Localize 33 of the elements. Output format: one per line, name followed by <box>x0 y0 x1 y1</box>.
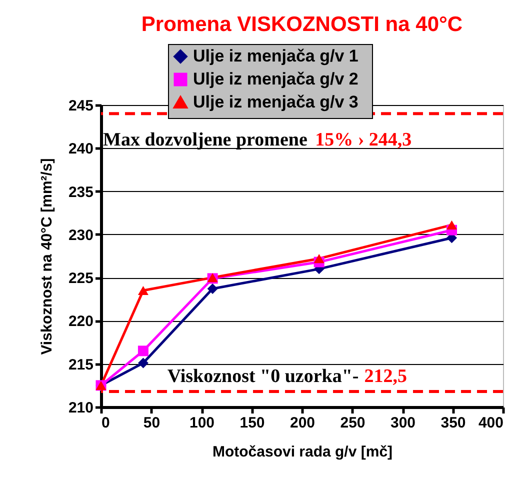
y-tick-label: 225 <box>68 270 94 288</box>
x-axis-title: Motočasovi rada g/v [mč] <box>212 444 393 460</box>
y-tick-label: 240 <box>68 140 94 158</box>
y-tick-label: 210 <box>68 400 94 416</box>
x-tick-label: 100 <box>189 414 215 432</box>
point <box>138 346 148 356</box>
legend-label: Ulje iz menjača g/v 3 <box>193 92 358 112</box>
x-tick-label: 350 <box>440 414 466 432</box>
y-tick-label: 230 <box>68 226 94 244</box>
x-tick-label: 50 <box>143 414 160 432</box>
y-axis-title: Viskoznost na 40°C [mm²/s] <box>38 158 56 355</box>
legend-label: Ulje iz menjača g/v 1 <box>193 46 358 66</box>
point <box>446 220 457 230</box>
x-tick-label: 200 <box>290 414 316 432</box>
point <box>138 358 148 368</box>
y-tick-label: 215 <box>68 356 94 374</box>
point <box>138 286 148 296</box>
chart-title: Promena VISKOZNOSTI na 40°C <box>141 13 463 36</box>
point <box>207 284 218 294</box>
legend-label: Ulje iz menjača g/v 2 <box>193 70 358 88</box>
y-tick-label: 220 <box>68 313 94 330</box>
x-tick-label: 250 <box>340 414 366 432</box>
y-tick-label: 245 <box>68 98 94 114</box>
annotation: 212,5 <box>364 366 408 387</box>
annotation: 15% › 244,3 <box>315 130 412 151</box>
annotation: Viskoznost "0 uzorka"- <box>167 366 359 387</box>
x-tick-label: 0 <box>102 414 110 432</box>
x-tick-label: 400 <box>478 414 504 432</box>
x-tick-label: 150 <box>240 414 265 432</box>
point <box>314 254 324 264</box>
annotation: Max dozvoljene promene <box>103 130 308 151</box>
x-tick-label: 300 <box>390 414 416 432</box>
y-tick-label: 235 <box>68 184 94 201</box>
